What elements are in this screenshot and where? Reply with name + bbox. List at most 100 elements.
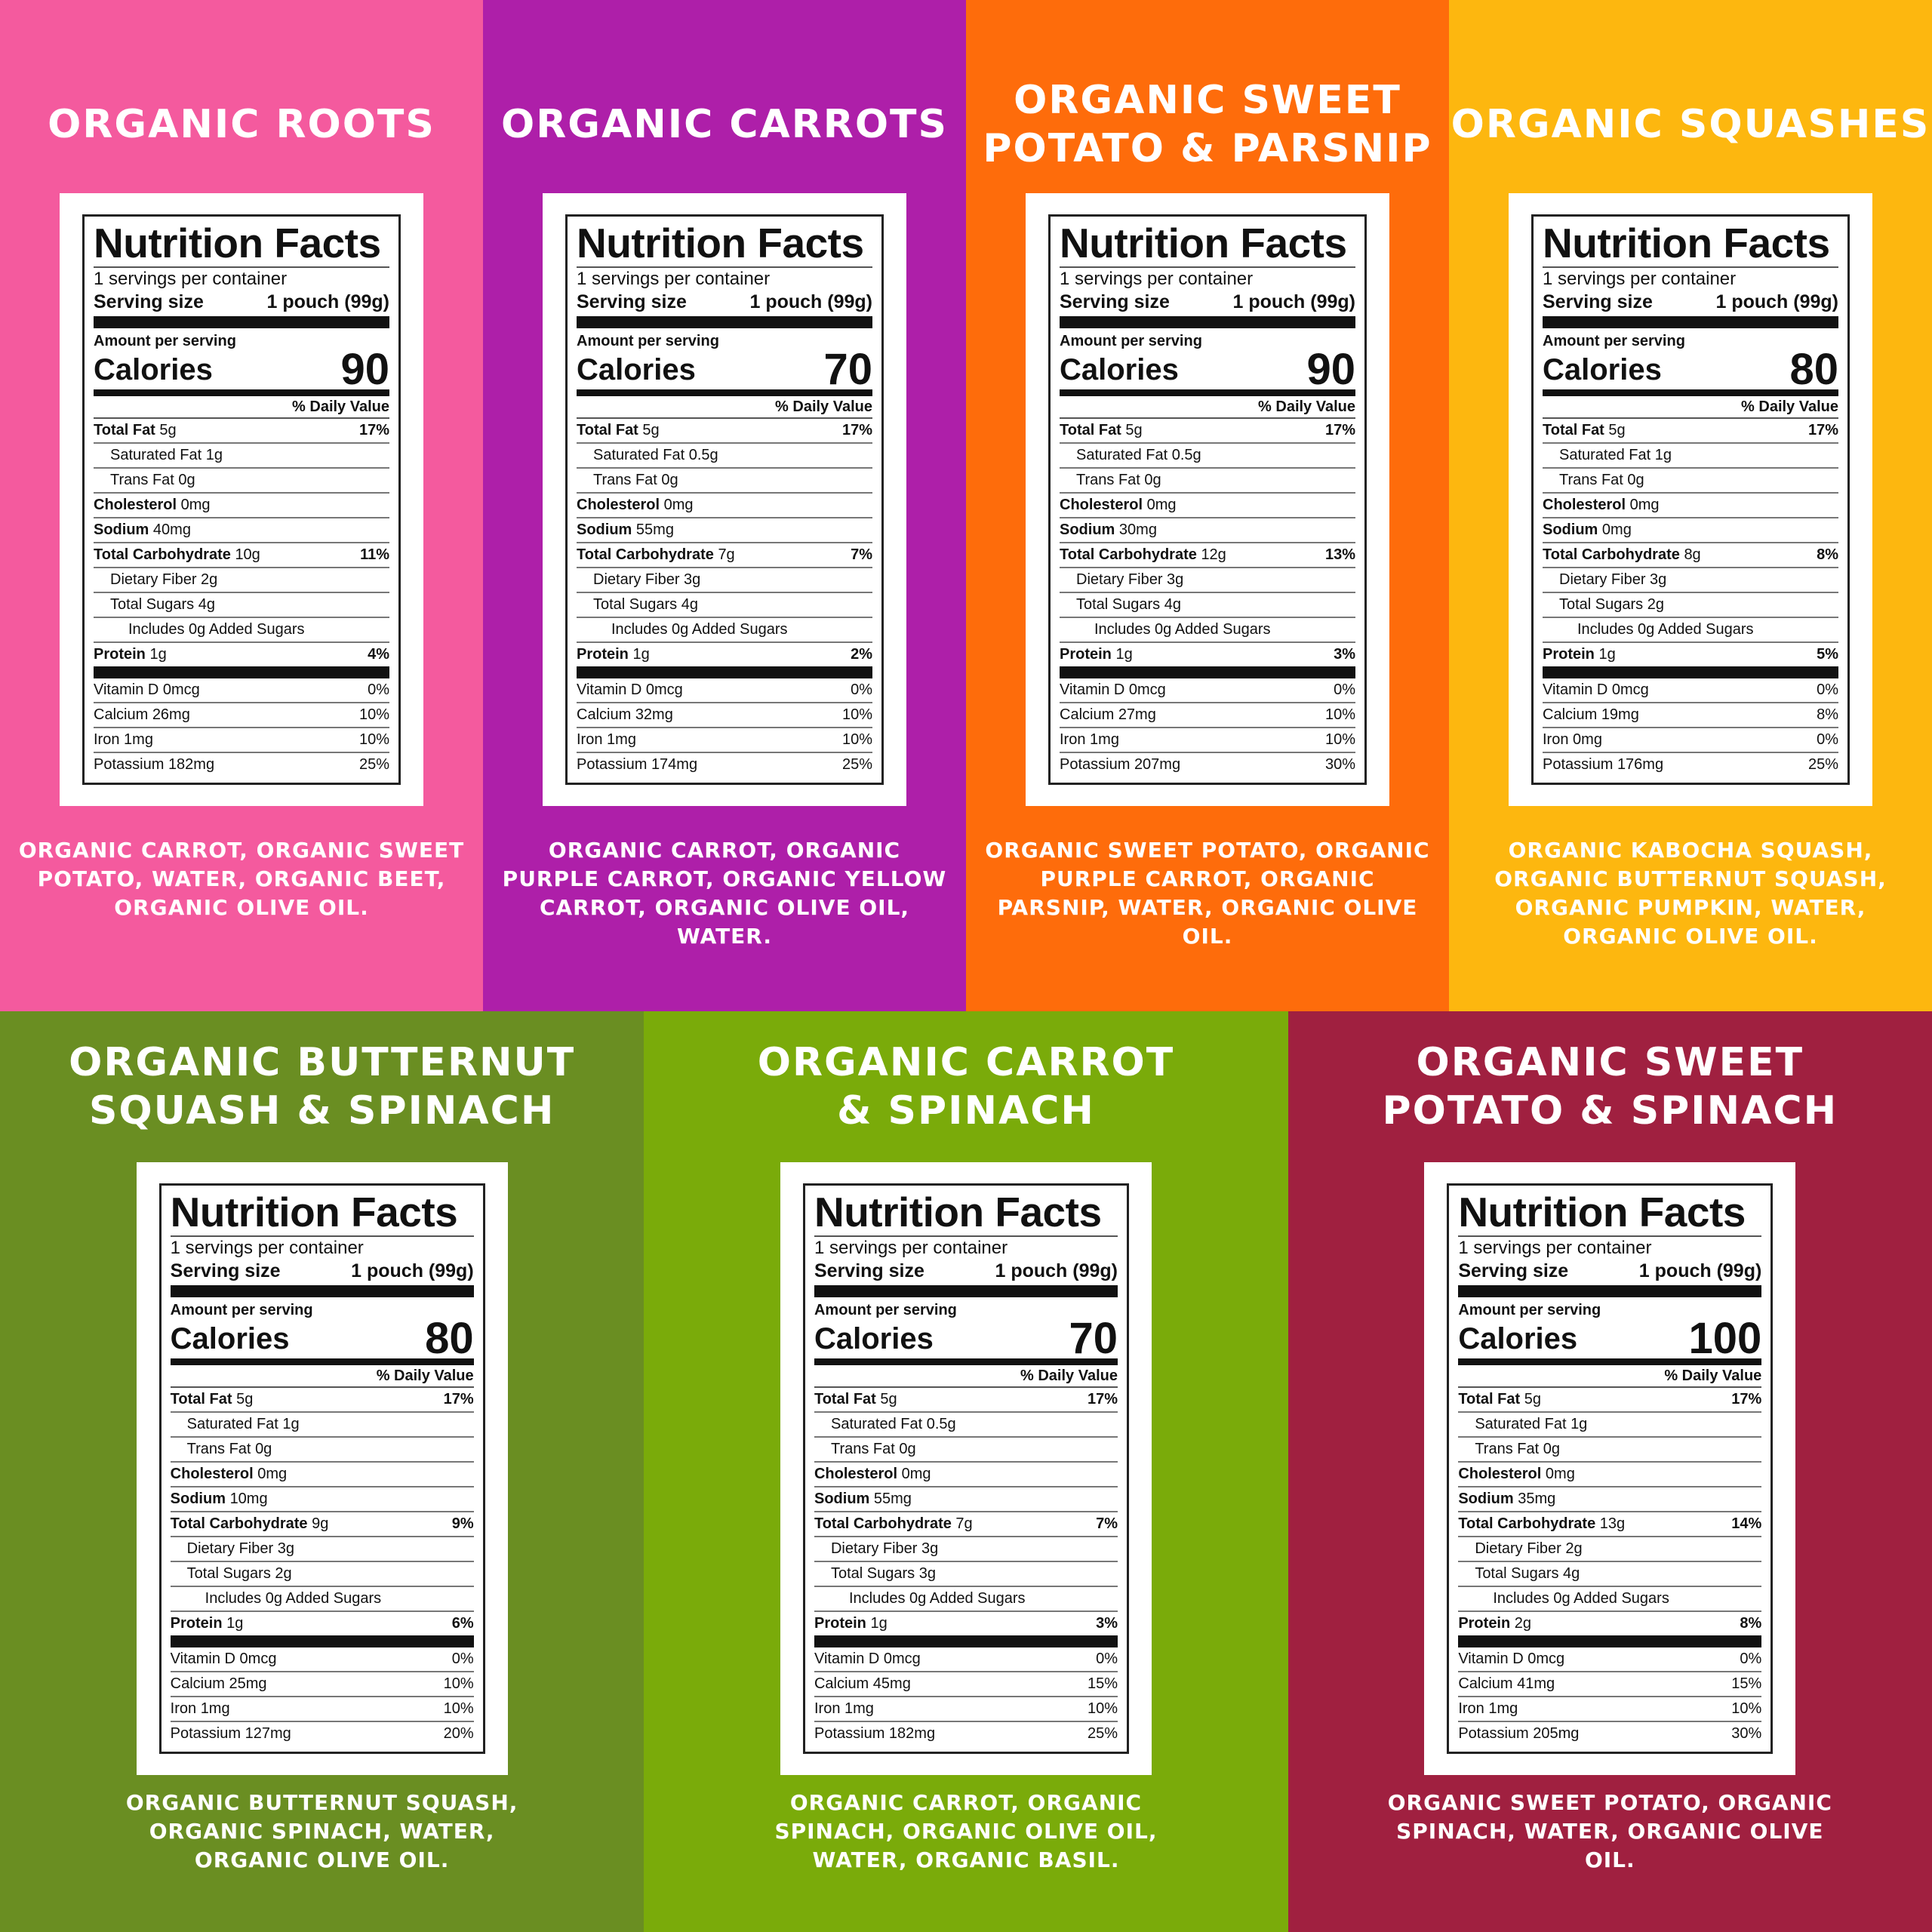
nutrient-row: Total Carbohydrate 9g 9% [170,1512,474,1537]
daily-value: 0% [1817,731,1838,748]
daily-value: 30% [1324,756,1355,773]
nutrient-amount: 10mg [229,1491,268,1507]
title-line: POTATO & PARSNIP [983,126,1432,171]
nutrient-name: Dietary Fiber [1559,571,1646,588]
nutrient-amount: 55mg [873,1491,912,1507]
nutrient: Saturated Fat 1g [1543,444,1672,467]
nutrient-amount: 7g [718,546,735,563]
nutrient-row: Sodium 55mg [577,518,872,543]
nutrient: Total Carbohydrate 10g [94,543,260,567]
nutrient-name: Total Fat [1060,422,1121,438]
nutrient-amount: 35mg [1518,1491,1556,1507]
nutrient-name: Dietary Fiber [110,571,197,588]
nutrient-row: Trans Fat 0g [94,469,389,494]
nutrient-row: Trans Fat 0g [1060,469,1355,494]
serving-size-value: 1 pouch (99g) [995,1260,1118,1281]
nutrient: Dietary Fiber 3g [1060,568,1183,592]
nutrient-name: Total Sugars [110,596,195,613]
nutrition-label: Nutrition Facts 1 servings per container S… [565,214,884,785]
nutrient-row: Cholesterol 0mg [170,1463,474,1487]
amount-per-serving: Amount per serving [577,333,719,349]
daily-value-header: % Daily Value [577,396,872,419]
nutrient: Vitamin D 0mcg [1060,678,1166,702]
nutrient-row: Vitamin D 0mcg 0% [1060,678,1355,703]
daily-value: 8% [1817,706,1838,723]
nutrient-row: Total Fat 5g 17% [814,1388,1118,1413]
nutrient-amount: 13g [1599,1515,1626,1532]
nutrient: Trans Fat 0g [1458,1438,1560,1461]
label-title: Nutrition Facts [94,220,389,268]
nutrient-amount: 0mcg [883,1651,921,1667]
nutrient-amount: 0.5g [926,1416,956,1432]
nutrient-amount: 27mg [1118,706,1156,723]
daily-value: 17% [1087,1391,1118,1407]
nutrient-amount: 1mg [124,731,153,748]
nutrient-name: Dietary Fiber [1076,571,1163,588]
nutrient-row: Total Sugars 4g [1060,593,1355,618]
daily-value: 10% [1087,1700,1118,1717]
nutrient-row: Trans Fat 0g [1543,469,1838,494]
product-panel: ORGANIC CARROT & SPINACH Nutrition Facts 1 … [644,1011,1288,1932]
nutrient: Total Carbohydrate 7g [814,1512,973,1536]
nutrient-row: Saturated Fat 0.5g [577,444,872,469]
daily-value: 17% [1324,422,1355,438]
nutrient-name: Iron [1060,731,1086,748]
nutrient: Sodium 30mg [1060,518,1157,542]
nutrient-amount: 5g [880,1391,897,1407]
nutrient-name: Total Carbohydrate [1060,546,1197,563]
nutrient-row: Vitamin D 0mcg 0% [1458,1647,1762,1672]
serving-size: Serving size 1 pouch (99g) [814,1260,1118,1297]
nutrition-label: Nutrition Facts 1 servings per container S… [82,214,401,785]
title-line: & SPINACH [837,1088,1095,1134]
nutrient-row: Dietary Fiber 3g [814,1537,1118,1562]
title-line: ORGANIC CARROT [757,1040,1175,1085]
daily-value: 11% [360,546,389,563]
nutrient-row: Total Sugars 2g [1543,593,1838,618]
nutrient-amount: 40mg [152,521,191,538]
product-title: ORGANIC CARROT & SPINACH [644,1011,1287,1162]
nutrient-name: Saturated Fat [1559,447,1651,463]
daily-value: 17% [841,422,872,438]
nutrient-name: Total Fat [577,422,638,438]
nutrient: Trans Fat 0g [577,469,678,492]
nutrient-amount: 127mg [245,1725,291,1742]
nutrient: Total Sugars 4g [94,593,215,617]
nutrient-row: Sodium 35mg [1458,1487,1762,1512]
nutrient-amount: 0mg [1629,497,1660,513]
nutrient-name: Vitamin D [1060,681,1125,698]
nutrient-name: Dietary Fiber [186,1540,274,1557]
nutrient: Potassium 127mg [171,1722,291,1746]
nutrient-row: Dietary Fiber 2g [94,568,389,593]
nutrient-amount: 5g [1125,422,1143,438]
nutrient: Iron 1mg [814,1697,874,1721]
nutrient-row: Sodium 10mg [170,1487,474,1512]
nutrient-row: Potassium 207mg 30% [1060,753,1355,777]
nutrient: Potassium 182mg [814,1722,935,1746]
nutrient-row: Cholesterol 0mg [94,494,389,518]
nutrient-row: Total Sugars 2g [170,1562,474,1587]
nutrient-amount: 1mg [844,1700,874,1717]
nutrient-amount: 0g [899,1441,916,1457]
daily-value-header: % Daily Value [94,396,389,419]
daily-value: 2% [851,646,872,663]
nutrient-amount: 0g [1627,472,1644,488]
nutrient-row: Saturated Fat 0.5g [814,1413,1118,1438]
calories-label: Calories [94,353,213,386]
nutrient: Trans Fat 0g [1543,469,1644,492]
nutrient-row: Sodium 0mg [1543,518,1838,543]
nutrient-name: Vitamin D [814,1651,880,1667]
nutrient-name: Total Carbohydrate [814,1515,952,1532]
nutrient-row: Calcium 41mg 15% [1458,1672,1762,1697]
nutrient-row: Vitamin D 0mcg 0% [577,678,872,703]
serving-size-label: Serving size [814,1260,924,1281]
nutrient-row: Sodium 55mg [814,1487,1118,1512]
nutrient-name: Trans Fat [593,472,657,488]
daily-value: 4% [368,646,389,663]
nutrient-amount: 25mg [229,1675,267,1692]
nutrient-row: Calcium 25mg 10% [170,1672,474,1697]
daily-value: 10% [1731,1700,1762,1717]
daily-value: 7% [851,546,872,563]
daily-value: 8% [1740,1615,1762,1632]
product-title: ORGANIC CARROTS [483,45,966,204]
product-panel: ORGANIC ROOTS Nutrition Facts 1 servings p… [0,0,483,1011]
